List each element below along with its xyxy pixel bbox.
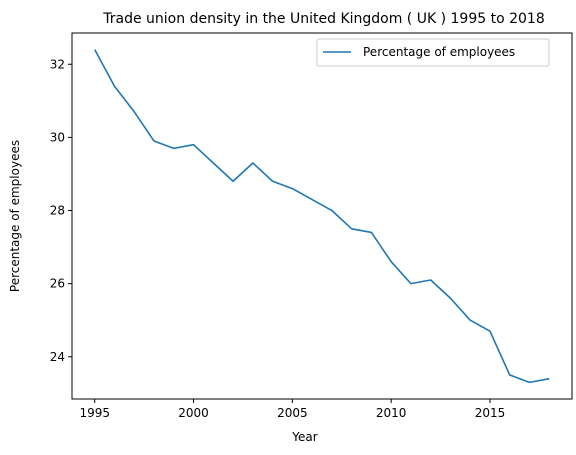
x-axis: 1995 2000 2005 2010 2015 — [79, 399, 505, 420]
x-axis-label: Year — [291, 430, 317, 444]
x-tick-label: 2005 — [277, 406, 308, 420]
x-tick-label: 2010 — [376, 406, 407, 420]
y-axis: 24 26 28 30 32 — [50, 57, 72, 364]
x-tick-label: 2000 — [178, 406, 209, 420]
legend-box — [316, 38, 550, 67]
y-tick-label: 32 — [50, 57, 65, 71]
y-tick-label: 26 — [50, 277, 65, 291]
y-tick-label: 28 — [50, 204, 65, 218]
legend: Percentage of employees — [316, 38, 550, 67]
y-tick-label: 24 — [50, 350, 65, 364]
y-tick-label: 30 — [50, 130, 65, 144]
plot-frame — [71, 32, 573, 400]
series-layer — [94, 49, 550, 384]
x-tick-label: 2015 — [475, 406, 506, 420]
legend-label: Percentage of employees — [363, 45, 515, 59]
y-axis-label: Percentage of employees — [8, 140, 22, 292]
plot-area — [71, 32, 573, 400]
chart-title: Trade union density in the United Kingdo… — [102, 11, 544, 27]
series-line — [94, 49, 550, 384]
x-tick-label: 1995 — [79, 406, 110, 420]
